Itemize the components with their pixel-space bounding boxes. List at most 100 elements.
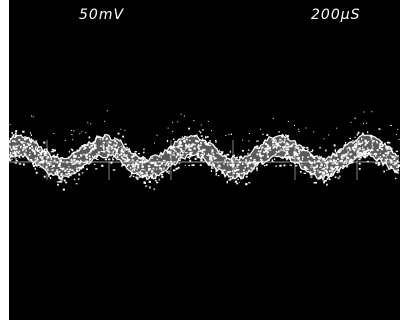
trace-noise-dot [197, 145, 199, 148]
trace-noise-dot [314, 181, 317, 184]
trace-noise-dot [69, 168, 72, 171]
trace-noise-dot [231, 160, 233, 163]
trace-noise-dot [338, 168, 340, 170]
trace-noise-dot [355, 143, 358, 146]
trace-noise-dot [11, 158, 13, 160]
trace-noise-dot [107, 144, 110, 146]
trace-noise-dot [253, 159, 255, 161]
trace-noise-dot [260, 155, 262, 157]
trace-noise-dot [112, 150, 115, 152]
trace-noise-dot [32, 165, 35, 168]
trace-noise-dot [189, 159, 192, 162]
trace-stray-dot [225, 135, 227, 137]
trace-noise-dot [9, 154, 12, 156]
trace-noise-dot [203, 142, 206, 144]
trace-noise-dot [123, 158, 126, 161]
trace-noise-dot [202, 151, 204, 154]
trace-noise-dot [179, 153, 182, 156]
trace-noise-dot [265, 164, 268, 166]
trace-noise-dot [36, 157, 38, 160]
trace-noise-dot [24, 147, 27, 149]
trace-noise-dot [39, 149, 41, 151]
trace-noise-dot [221, 151, 224, 153]
trace-noise-dot [88, 155, 91, 158]
trace-noise-dot [180, 148, 183, 150]
trace-noise-dot [111, 148, 114, 150]
trace-noise-dot [56, 169, 59, 171]
trace-noise-dot [106, 142, 108, 144]
trace-noise-dot [350, 153, 353, 155]
trace-noise-dot [41, 158, 44, 160]
trace-noise-dot [82, 162, 85, 164]
trace-noise-dot [152, 162, 155, 164]
trace-noise-dot [307, 148, 309, 151]
trace-noise-dot [85, 155, 87, 157]
trace-noise-dot [358, 140, 360, 142]
trace-noise-dot [255, 167, 258, 170]
trace-noise-dot [169, 152, 172, 155]
trace-noise-dot [155, 162, 157, 165]
trace-noise-dot [134, 165, 136, 167]
trace-noise-dot [251, 161, 253, 163]
trace-noise-dot [311, 149, 314, 152]
trace-noise-dot [45, 160, 47, 163]
trace-noise-dot [79, 162, 81, 165]
trace-noise-dot [102, 138, 104, 141]
trace-noise-dot [175, 167, 178, 170]
trace-noise-dot [373, 152, 376, 155]
trace-noise-dot [132, 155, 135, 157]
trace-noise-dot [154, 164, 157, 166]
trace-noise-dot [390, 159, 393, 162]
trace-noise-dot [280, 148, 282, 151]
trace-noise-dot [18, 156, 21, 159]
trace-noise-dot [43, 152, 46, 155]
trace-noise-dot [207, 153, 210, 156]
trace-noise-dot [223, 169, 226, 171]
trace-noise-dot [238, 156, 241, 158]
trace-noise-dot [336, 162, 339, 165]
trace-noise-dot [253, 161, 255, 163]
trace-noise-dot [153, 188, 155, 191]
trace-noise-dot [392, 163, 394, 166]
trace-stray-dot [73, 130, 75, 132]
trace-noise-dot [42, 156, 44, 158]
trace-noise-dot [88, 152, 91, 154]
trace-noise-dot [133, 169, 136, 172]
trace-noise-dot [299, 149, 302, 151]
trace-noise-dot [200, 144, 202, 147]
trace-noise-dot [181, 136, 183, 138]
trace-noise-dot [100, 145, 102, 147]
trace-noise-dot [150, 162, 153, 165]
trace-noise-dot [368, 152, 371, 154]
trace-noise-dot [101, 164, 104, 167]
trace-noise-dot [267, 155, 269, 157]
trace-noise-dot [375, 140, 378, 143]
trace-noise-dot [76, 169, 78, 172]
trace-noise-dot [331, 170, 334, 172]
trace-noise-dot [28, 154, 31, 156]
trace-stray-dot [177, 121, 179, 123]
trace-noise-dot [292, 157, 295, 159]
trace-noise-dot [12, 140, 14, 142]
trace-noise-dot [171, 147, 173, 150]
trace-noise-dot [122, 163, 125, 166]
trace-noise-dot [354, 145, 356, 147]
trace-noise-dot [212, 167, 214, 169]
trace-noise-dot [167, 151, 169, 154]
trace-noise-dot [298, 150, 300, 152]
trace-stray-dot [389, 124, 391, 126]
trace-noise-dot [215, 139, 217, 142]
trace-noise-dot [9, 152, 12, 154]
trace-noise-dot [335, 160, 337, 163]
trace-noise-dot [340, 160, 343, 162]
trace-noise-dot [229, 150, 231, 153]
trace-noise-dot [127, 159, 130, 161]
trace-noise-dot [269, 149, 272, 151]
trace-noise-dot [143, 181, 145, 184]
trace-noise-dot [284, 138, 286, 141]
trace-stray-dot [398, 138, 400, 140]
trace-noise-dot [259, 154, 262, 156]
trace-noise-dot [145, 185, 148, 187]
trace-noise-dot [218, 164, 221, 166]
trace-noise-dot [281, 149, 284, 151]
